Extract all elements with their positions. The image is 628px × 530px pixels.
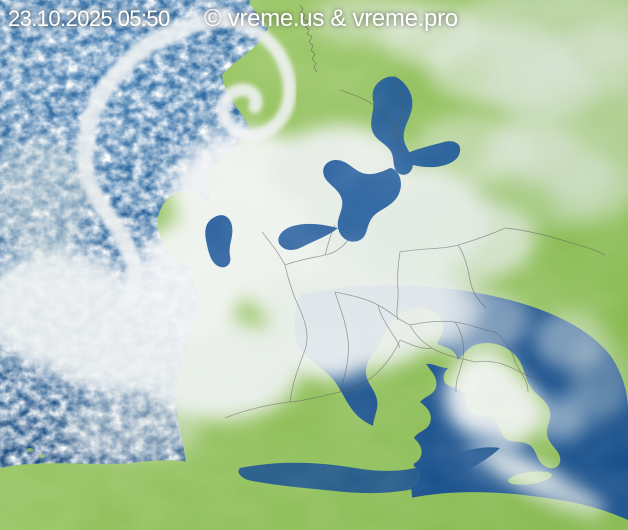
svg-text:23.10.2025 05:50: 23.10.2025 05:50 xyxy=(8,6,170,31)
svg-text:© vreme.us & vreme.pro: © vreme.us & vreme.pro xyxy=(204,5,458,32)
